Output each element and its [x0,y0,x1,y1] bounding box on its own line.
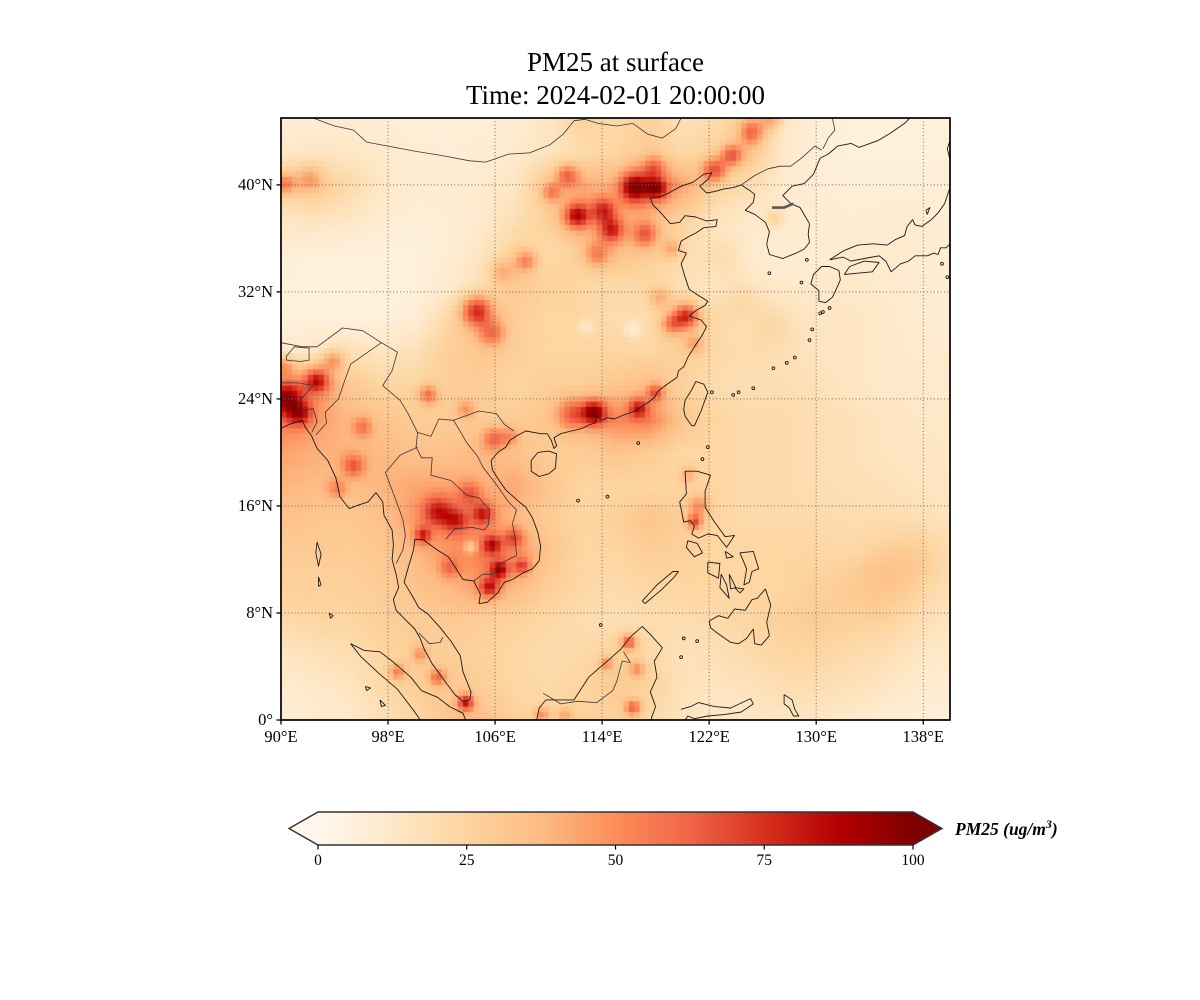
coastline [350,643,421,721]
small-island [731,393,736,397]
coastline [530,450,558,477]
colorbar-label: PM25 (ug/m3) [955,817,1058,840]
colorbar-label-end: ) [1051,818,1058,839]
colorbar-tick-label: 100 [901,852,925,869]
country-border [542,651,631,705]
country-border [418,632,444,645]
y-tick-label: 8°N [246,602,273,622]
x-tick-label: 106°E [474,727,516,746]
chart-title: PM25 at surface Time: 2024-02-01 20:00:0… [281,46,950,112]
small-island [810,327,815,332]
country-border [385,446,418,564]
small-island [792,355,797,360]
small-island [700,457,705,461]
x-tick-label: 90°E [264,727,298,746]
coastline [679,470,736,548]
country-border [312,117,682,163]
coastline [708,588,772,646]
country-border [453,420,517,582]
small-island [705,445,710,449]
coastline [680,698,754,721]
coastline [683,381,709,427]
coastline [925,207,931,215]
small-island [605,494,610,499]
small-island [818,311,823,316]
country-border [741,145,822,186]
coastline [734,587,745,594]
small-island [804,257,809,262]
thick-border-segment [772,202,795,209]
coastline [318,576,322,587]
small-island [940,261,944,266]
coastline [685,540,703,558]
small-island [598,623,603,627]
coastline [364,686,372,692]
y-tick-label: 0° [258,710,273,729]
colorbar-tick-label: 50 [607,852,624,869]
colorbar-tick-label: 75 [756,852,773,869]
coastline [315,541,322,567]
map-overlay [276,117,951,725]
colorbar-tick-label: 0 [314,852,322,869]
country-border [280,327,382,348]
title-line-2: Time: 2024-02-01 20:00:00 [465,80,766,110]
y-tick-label: 24°N [237,388,273,408]
coastline [810,266,841,304]
x-tick-label: 98°E [371,727,405,746]
coastline [843,260,880,275]
x-tick-label: 130°E [795,727,837,746]
colorbar-label-sup: 3 [1045,816,1052,831]
small-island [945,275,950,280]
country-border [286,346,310,362]
x-tick-label: 122°E [688,727,730,746]
coastline [328,612,334,619]
coastline [719,573,730,599]
y-tick-label: 16°N [237,495,273,515]
colorbar-tick-label: 25 [459,852,475,869]
coastline [707,561,721,579]
y-tick-label: 32°N [237,281,273,301]
small-island [736,390,741,395]
coastline [739,550,760,586]
map-frame [280,117,951,721]
coastline [280,117,911,702]
small-island [827,306,832,310]
country-border [281,382,318,433]
coastline [724,551,734,559]
title-line-1: PM25 at surface [527,47,704,77]
small-island [679,655,683,659]
coastline [641,571,679,604]
coastline [350,643,467,721]
coastline [829,187,951,273]
coastline [728,573,737,590]
small-island [695,639,699,643]
x-tick-label: 138°E [902,727,944,746]
colorbar-label-text: PM25 (ug/m [955,818,1046,839]
coastline [783,694,800,717]
country-border [415,432,491,540]
y-tick-label: 40°N [237,174,273,194]
small-island [576,498,580,503]
pm25-heatmap-canvas [281,118,950,720]
small-island [636,441,641,445]
country-border [381,342,515,437]
small-island [767,271,772,276]
small-island [807,338,812,342]
small-island [709,390,714,395]
x-tick-label: 114°E [581,727,623,746]
colorbar-bar [287,811,944,846]
small-island [799,280,804,285]
map-plot-area [276,117,951,725]
coastline [379,699,386,708]
small-island [681,636,686,641]
colorbar [287,811,944,850]
small-island [751,386,756,391]
coastline [946,140,951,160]
small-island [771,366,776,371]
country-border [822,117,836,149]
small-island [784,360,789,365]
country-border [315,342,382,436]
coastline [536,625,663,721]
